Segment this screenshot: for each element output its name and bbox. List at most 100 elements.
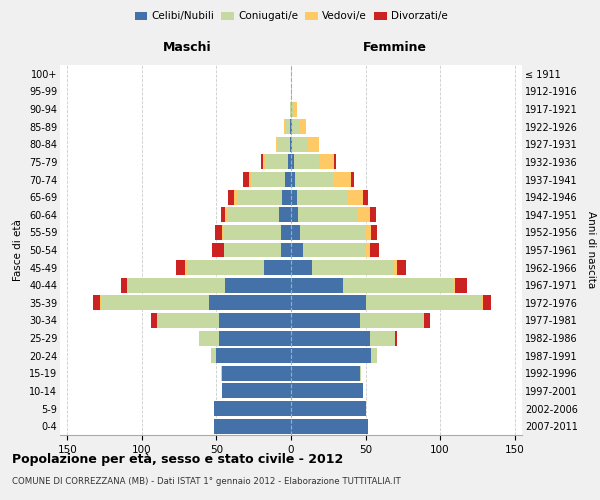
Bar xyxy=(224,242,281,258)
Bar xyxy=(266,154,288,170)
Bar xyxy=(291,137,292,152)
Bar xyxy=(292,119,300,134)
Bar xyxy=(209,296,291,310)
Bar xyxy=(347,190,362,204)
Bar xyxy=(370,242,379,258)
Bar xyxy=(291,366,359,381)
Bar xyxy=(291,260,312,275)
Bar xyxy=(370,208,376,222)
Bar xyxy=(199,330,220,345)
Y-axis label: Fasce di età: Fasce di età xyxy=(13,219,23,281)
Bar xyxy=(454,278,455,292)
Bar xyxy=(221,208,226,222)
Bar xyxy=(211,348,217,363)
Bar xyxy=(291,84,292,99)
Bar xyxy=(291,190,297,204)
Bar xyxy=(279,208,291,222)
Bar xyxy=(319,154,334,170)
Bar xyxy=(281,225,291,240)
Bar xyxy=(482,296,483,310)
Bar xyxy=(300,119,306,134)
Y-axis label: Anni di nascita: Anni di nascita xyxy=(586,212,596,288)
Bar xyxy=(359,313,424,328)
Bar xyxy=(244,172,249,187)
Bar xyxy=(365,296,482,310)
Bar xyxy=(229,190,235,204)
Bar xyxy=(263,154,266,170)
Bar xyxy=(358,208,370,222)
Bar xyxy=(291,348,371,363)
Bar xyxy=(227,208,279,222)
Bar xyxy=(291,242,303,258)
Bar xyxy=(307,137,319,152)
Bar xyxy=(370,330,395,345)
Bar xyxy=(294,154,319,170)
Bar xyxy=(214,401,291,416)
Bar xyxy=(121,278,127,292)
Bar xyxy=(291,384,362,398)
Bar xyxy=(291,102,294,116)
Bar xyxy=(238,190,282,204)
Bar xyxy=(395,330,397,345)
Bar xyxy=(221,366,223,381)
Bar xyxy=(187,260,264,275)
Bar xyxy=(224,225,281,240)
Text: Maschi: Maschi xyxy=(163,40,211,54)
Bar xyxy=(264,260,291,275)
Bar xyxy=(261,154,263,170)
Bar xyxy=(292,137,307,152)
Bar xyxy=(226,208,227,222)
Bar xyxy=(226,278,291,292)
Bar xyxy=(93,296,100,310)
Legend: Celibi/Nubili, Coniugati/e, Vedovi/e, Divorzati/e: Celibi/Nubili, Coniugati/e, Vedovi/e, Di… xyxy=(130,8,452,26)
Bar xyxy=(290,137,291,152)
Bar xyxy=(291,401,365,416)
Bar xyxy=(362,190,368,204)
Bar xyxy=(424,313,430,328)
Bar xyxy=(297,190,347,204)
Bar xyxy=(249,172,252,187)
Bar xyxy=(220,330,291,345)
Bar xyxy=(281,242,291,258)
Bar xyxy=(276,137,278,152)
Bar xyxy=(288,154,291,170)
Bar xyxy=(455,278,467,292)
Bar xyxy=(343,278,454,292)
Bar xyxy=(278,137,290,152)
Bar xyxy=(359,366,361,381)
Bar xyxy=(291,278,343,292)
Bar xyxy=(291,119,292,134)
Bar xyxy=(235,190,238,204)
Bar xyxy=(291,208,298,222)
Bar xyxy=(185,260,187,275)
Bar xyxy=(290,102,291,116)
Bar xyxy=(285,172,291,187)
Bar xyxy=(291,172,295,187)
Text: Popolazione per età, sesso e stato civile - 2012: Popolazione per età, sesso e stato civil… xyxy=(12,452,343,466)
Text: Femmine: Femmine xyxy=(363,40,427,54)
Bar xyxy=(295,172,333,187)
Bar xyxy=(397,260,406,275)
Bar xyxy=(223,384,291,398)
Bar xyxy=(291,313,359,328)
Bar xyxy=(215,225,223,240)
Bar xyxy=(223,366,291,381)
Bar xyxy=(151,313,157,328)
Bar xyxy=(334,154,336,170)
Bar xyxy=(214,418,291,434)
Bar xyxy=(483,296,491,310)
Bar xyxy=(223,225,224,240)
Bar xyxy=(102,296,209,310)
Bar xyxy=(312,260,394,275)
Text: COMUNE DI CORREZZANA (MB) - Dati ISTAT 1° gennaio 2012 - Elaborazione TUTTITALIA: COMUNE DI CORREZZANA (MB) - Dati ISTAT 1… xyxy=(12,478,401,486)
Bar xyxy=(284,119,285,134)
Bar xyxy=(291,154,294,170)
Bar xyxy=(157,313,220,328)
Bar xyxy=(300,225,365,240)
Bar xyxy=(252,172,285,187)
Bar xyxy=(285,119,290,134)
Bar xyxy=(394,260,397,275)
Bar xyxy=(371,348,377,363)
Bar xyxy=(291,418,368,434)
Bar xyxy=(220,313,291,328)
